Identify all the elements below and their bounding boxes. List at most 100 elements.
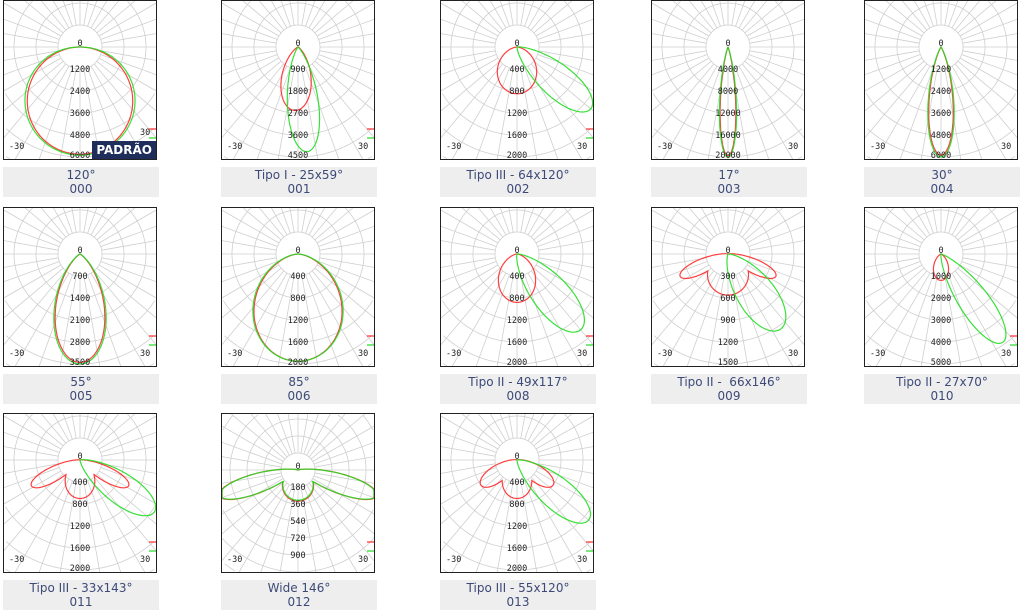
polar-diagram[interactable]: 0 300 600 900 1200 1500 -30 30 [651, 207, 805, 367]
grid-radial [865, 33, 920, 44]
grid-radial [710, 208, 721, 234]
polar-diagram[interactable]: 0 1200 2400 3600 4800 6000 -30 30 PADRÃO [3, 0, 157, 160]
ring-label: 1200 [718, 338, 738, 348]
ring-label: 2000 [288, 358, 308, 366]
diagram-caption[interactable]: Tipo III - 33x143° 011 [3, 580, 159, 610]
polar-diagram[interactable]: 0 400 800 1200 1600 2000 -30 30 [440, 0, 594, 160]
diagram-caption[interactable]: 120° 000 [3, 167, 159, 197]
grid-radial [527, 272, 583, 366]
grid-radial [314, 267, 374, 319]
grid-radial [305, 1, 316, 27]
polar-diagram[interactable]: 0 1000 2000 3000 4000 5000 -30 30 [864, 207, 1018, 367]
diagram-card[interactable]: 0 1200 2400 3600 4800 6000 -30 30 PADRÃO 120° 000 [3, 0, 159, 197]
grid-ring [442, 156, 592, 159]
diagram-card[interactable]: 0 400 800 1200 1600 2000 -30 30 Tipo III - 33x14… [3, 413, 159, 610]
grid-radial [441, 270, 504, 345]
grid-radial [948, 67, 983, 159]
grid-radial [738, 1, 755, 29]
diagram-card[interactable]: 0 400 800 1200 1600 2000 -30 30 Tipo II - 49x117… [440, 207, 596, 404]
polar-diagram[interactable]: 0 400 800 1200 1600 2000 -30 30 [3, 413, 157, 573]
diagram-title: Tipo I - 25x59° [254, 168, 344, 182]
ring-label: 900 [290, 551, 305, 561]
diagram-code: 008 [506, 389, 530, 403]
grid-radial [93, 414, 119, 444]
grid-radial [744, 267, 804, 319]
ring-label: 4000 [718, 65, 738, 75]
ring-label: 0 [77, 452, 82, 462]
grid-radial [902, 1, 928, 31]
grid-radial [652, 257, 707, 268]
diagram-caption[interactable]: 30° 004 [864, 167, 1020, 197]
diagram-title: Wide 146° [267, 581, 331, 595]
diagram-card[interactable]: 0 4000 8000 12000 16000 20000 -30 30 17° 003 [651, 0, 807, 197]
series-curve-green [940, 253, 1007, 345]
grid-radial [865, 50, 920, 61]
diagram-card[interactable]: 0 1200 2400 3600 4800 6000 -30 30 30° 004 [864, 0, 1020, 197]
grid-radial [652, 2, 710, 37]
polar-diagram[interactable]: 0 700 1400 2100 2800 3500 -30 30 [3, 207, 157, 367]
diagram-card[interactable]: 0 400 800 1200 1600 2000 -30 30 Tipo III - 64x12… [440, 0, 596, 197]
diagram-card[interactable]: 0 180 360 540 720 900 -30 30 Wide 146° 012 [221, 413, 377, 610]
angle-label: 30 [788, 349, 798, 359]
diagram-caption[interactable]: Tipo I - 25x59° 001 [221, 167, 377, 197]
grid-radial [520, 275, 538, 366]
grid-radial [961, 54, 1017, 76]
grid-radial [533, 208, 573, 241]
grid-radial [865, 63, 928, 138]
diagram-card[interactable]: 0 700 1400 2100 2800 3500 -30 30 55° 005 [3, 207, 159, 404]
ring-label: 1400 [70, 294, 90, 304]
polar-diagram[interactable]: 0 900 1800 2700 3600 4500 -30 30 [221, 0, 375, 160]
grid-radial [98, 415, 156, 450]
diagram-caption[interactable]: Tipo II - 49x117° 008 [440, 374, 596, 404]
grid-radial [652, 54, 708, 76]
grid-radial [954, 270, 1017, 345]
grid-radial [83, 414, 89, 439]
ring-label: 4000 [931, 338, 951, 348]
polar-diagram[interactable]: 0 400 800 1200 1600 2000 -30 30 [440, 413, 594, 573]
diagram-caption[interactable]: Wide 146° 012 [221, 580, 377, 610]
polar-diagram[interactable]: 0 180 360 540 720 900 -30 30 [221, 413, 375, 573]
diagram-card[interactable]: 0 400 800 1200 1600 2000 -30 30 85° 006 [221, 207, 377, 404]
ring-label: 2000 [507, 564, 527, 572]
grid-radial [865, 57, 923, 92]
diagram-card[interactable]: 0 300 600 900 1200 1500 -30 30 Tipo II - 66x146°… [651, 207, 807, 404]
polar-diagram[interactable]: 0 400 800 1200 1600 2000 -30 30 [221, 207, 375, 367]
polar-svg: 0 1200 2400 3600 4800 6000 -30 30 [865, 1, 1017, 159]
diagram-caption[interactable]: 85° 006 [221, 374, 377, 404]
diagram-caption[interactable]: Tipo II - 27x70° 010 [864, 374, 1020, 404]
diagram-title: 17° [718, 168, 740, 182]
diagram-caption[interactable]: 55° 005 [3, 374, 159, 404]
grid-radial [461, 208, 501, 241]
polar-svg: 0 700 1400 2100 2800 3500 -30 30 [4, 208, 156, 366]
diagram-caption[interactable]: 17° 003 [651, 167, 807, 197]
ring-label: 2100 [70, 316, 90, 326]
ring-label: 0 [725, 39, 730, 49]
polar-diagram[interactable]: 0 1200 2400 3600 4800 6000 -30 30 [864, 0, 1018, 160]
diagram-card[interactable]: 0 1000 2000 3000 4000 5000 -30 30 Tipo II - 27x7… [864, 207, 1020, 404]
grid-radial [4, 209, 62, 244]
series-curve-green [726, 253, 787, 332]
ring-label: 20000 [715, 151, 741, 159]
ring-label: 1200 [507, 522, 527, 532]
grid-radial [959, 264, 1017, 299]
grid-radial [277, 414, 293, 455]
series-curve-red [479, 459, 555, 500]
polar-diagram[interactable]: 0 400 800 1200 1600 2000 -30 30 [440, 207, 594, 367]
diagram-card[interactable]: 0 900 1800 2700 3600 4500 -30 30 Tipo I - 25x59°… [221, 0, 377, 197]
polar-svg: 0 1200 2400 3600 4800 6000 -30 30 [4, 1, 156, 159]
grid-radial [250, 414, 288, 458]
grid-ring [5, 569, 155, 572]
diagram-caption[interactable]: Tipo III - 64x120° 002 [440, 167, 596, 197]
diagram-caption[interactable]: Tipo II - 66x146° 009 [651, 374, 807, 404]
grid-ring [6, 335, 154, 365]
grid-radial [222, 472, 282, 484]
grid-radial [672, 1, 712, 34]
ring-label: 800 [509, 500, 524, 510]
grid-radial [4, 240, 59, 251]
diagram-card[interactable]: 0 400 800 1200 1600 2000 -30 30 Tipo III - 55x12… [440, 413, 596, 610]
polar-diagram[interactable]: 0 4000 8000 12000 16000 20000 -30 30 [651, 0, 805, 160]
grid-radial [4, 54, 60, 76]
grid-radial [652, 18, 708, 40]
diagram-caption[interactable]: Tipo III - 55x120° 013 [440, 580, 596, 610]
ring-label: 800 [509, 294, 524, 304]
